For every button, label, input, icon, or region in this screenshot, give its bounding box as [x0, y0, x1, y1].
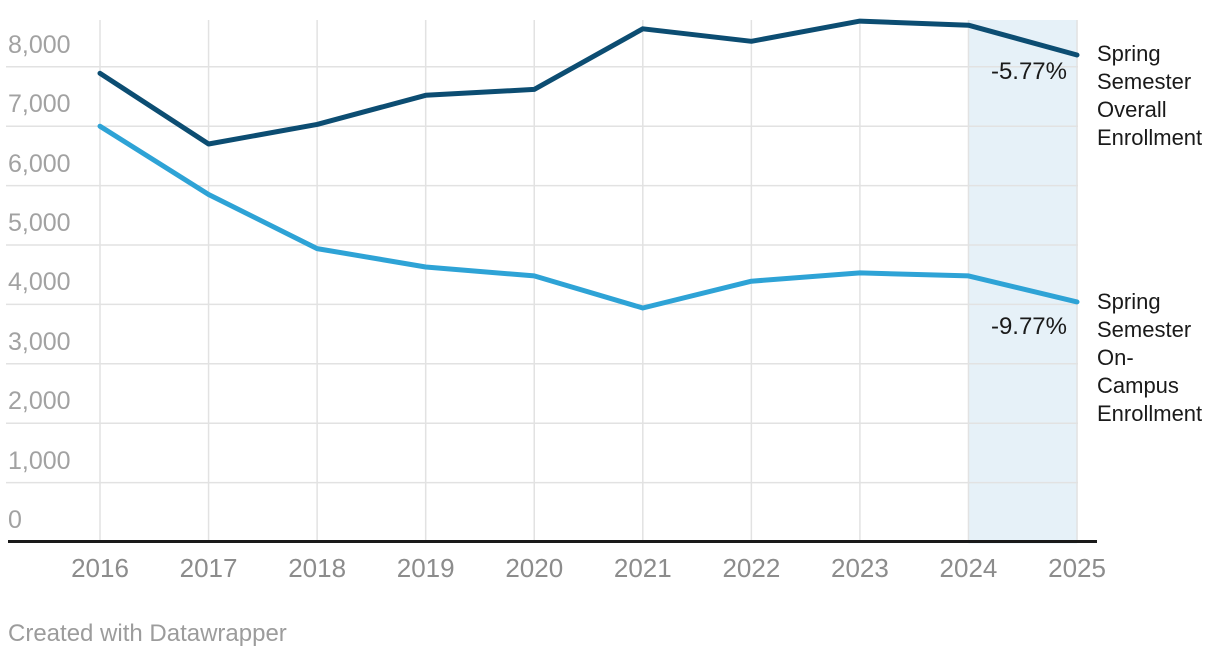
oncampus-enrollment-line	[97, 123, 1080, 311]
overall-enrollment-line	[97, 18, 1080, 147]
y-tick-label: 2,000	[8, 387, 71, 416]
x-tick-label: 2021	[613, 553, 672, 583]
x-tick-label: 2024	[939, 553, 998, 583]
datawrapper-credit-link[interactable]: Created with Datawrapper	[8, 620, 287, 647]
overall-line-end-label: Spring Semester Overall Enrollment	[1097, 41, 1203, 150]
x-tick-label: 2022	[722, 553, 781, 583]
y-tick-label: 1,000	[8, 446, 71, 475]
overall-change-annotation: -5.77%	[990, 58, 1067, 85]
y-tick-label: 5,000	[8, 209, 71, 237]
x-tick-label: 2016	[71, 553, 129, 583]
y-tick-label: 3,000	[8, 327, 71, 356]
y-tick-label: 8,000	[8, 30, 71, 59]
x-tick-label: 2023	[830, 553, 889, 583]
x-tick-label: 2018	[288, 553, 347, 583]
x-tick-label: 2019	[396, 553, 455, 583]
x-tick-label: 2017	[179, 553, 238, 583]
y-tick-label: 0	[8, 506, 22, 534]
oncampus-change-annotation: -9.77%	[990, 313, 1067, 340]
y-tick-label: 7,000	[8, 90, 71, 119]
x-tick-label: 2025	[1048, 553, 1106, 583]
x-tick-label: 2020	[505, 553, 564, 583]
oncampus-line-end-label: Spring Semester On- Campus Enrollment	[1097, 289, 1203, 426]
y-tick-label: 6,000	[8, 149, 71, 178]
y-tick-label: 4,000	[8, 268, 71, 297]
